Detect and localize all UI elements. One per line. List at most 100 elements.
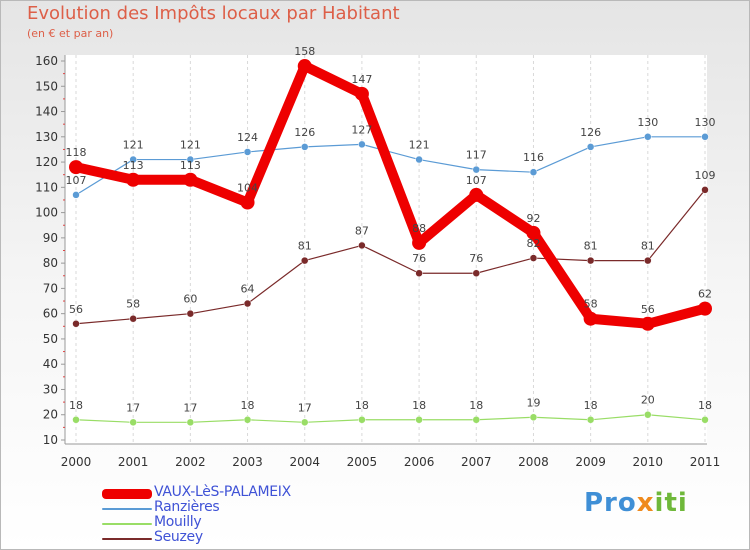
data-label: 18: [698, 399, 712, 412]
data-point: [129, 314, 137, 323]
chart-subtitle: (en € et par an): [27, 27, 114, 40]
data-point: [526, 225, 541, 240]
data-point: [529, 254, 538, 262]
data-point: [126, 172, 141, 187]
data-label: 56: [641, 303, 655, 316]
x-tick-label: 2002: [175, 455, 206, 469]
data-point: [529, 413, 538, 422]
data-point: [129, 155, 137, 164]
data-label: 127: [351, 123, 372, 136]
y-tick-label: 100: [35, 206, 58, 220]
x-tick-label: 2001: [118, 455, 149, 469]
y-tick-label: 70: [43, 281, 58, 295]
data-label: 18: [469, 399, 483, 412]
proxiti-logo: Proxiti: [584, 488, 688, 518]
data-point: [183, 172, 198, 187]
data-label: 121: [123, 139, 144, 152]
data-point: [644, 256, 652, 265]
data-label: 81: [298, 240, 312, 253]
data-label: 107: [66, 174, 87, 187]
data-label: 19: [526, 396, 540, 409]
y-tick-label: 60: [43, 307, 58, 321]
x-tick-label: 2007: [461, 455, 492, 469]
data-point: [297, 59, 312, 74]
data-point: [583, 311, 598, 326]
y-tick-label: 20: [43, 408, 58, 422]
data-label: 60: [183, 293, 197, 306]
data-label: 126: [294, 126, 315, 139]
data-label: 109: [695, 169, 716, 182]
legend-label: Seuzey: [154, 529, 203, 545]
x-tick-label: 2004: [289, 455, 320, 469]
y-tick-label: 110: [35, 180, 58, 194]
data-point: [586, 256, 595, 265]
data-point: [472, 416, 481, 424]
data-point: [300, 256, 309, 265]
data-point: [186, 155, 195, 164]
y-tick-label: 40: [43, 357, 58, 371]
plot-area: [65, 55, 707, 444]
data-point: [529, 168, 538, 176]
data-point: [415, 269, 423, 277]
data-label: 116: [523, 151, 544, 164]
data-label: 58: [126, 298, 140, 311]
y-tick-label: 160: [35, 54, 58, 68]
data-point: [644, 133, 652, 141]
data-point: [586, 416, 595, 424]
y-tick-label: 90: [43, 231, 58, 245]
data-point: [415, 416, 423, 424]
data-point: [354, 86, 369, 101]
data-point: [186, 418, 195, 427]
data-label: 107: [466, 174, 487, 187]
data-point: [640, 316, 655, 331]
data-point: [586, 143, 595, 151]
data-point: [72, 320, 80, 328]
legend-swatch: [102, 507, 152, 510]
data-label: 20: [641, 394, 655, 407]
data-label: 82: [526, 237, 540, 250]
data-point: [701, 133, 709, 141]
series-line-3: [75, 189, 706, 325]
y-tick-label: 150: [35, 79, 58, 93]
data-label: 18: [69, 399, 83, 412]
data-point: [243, 299, 252, 308]
data-point: [300, 418, 309, 427]
y-tick-label: 130: [35, 130, 58, 144]
data-point: [72, 191, 80, 199]
x-tick-label: 2010: [633, 455, 664, 469]
data-point: [472, 165, 481, 174]
data-label: 158: [294, 45, 315, 58]
data-label: 147: [351, 73, 372, 86]
data-label: 81: [584, 240, 598, 253]
data-point: [186, 309, 195, 318]
y-tick-label: 120: [35, 155, 58, 169]
data-label: 104: [237, 181, 258, 194]
data-point: [698, 301, 712, 316]
data-label: 17: [298, 401, 312, 414]
data-label: 118: [66, 146, 87, 159]
x-tick-label: 2009: [575, 455, 606, 469]
data-point: [129, 418, 137, 427]
data-label: 18: [584, 399, 598, 412]
data-point: [358, 140, 366, 149]
data-label: 81: [641, 240, 655, 253]
legend-label: Ranzières: [154, 499, 220, 515]
data-label: 121: [180, 139, 201, 152]
data-label: 87: [355, 224, 369, 237]
data-point: [358, 241, 366, 250]
data-label: 17: [126, 401, 140, 414]
data-point: [240, 195, 255, 210]
data-label: 130: [637, 116, 658, 129]
data-label: 76: [469, 252, 483, 265]
data-point: [701, 186, 709, 194]
data-point: [469, 187, 484, 202]
data-point: [701, 416, 709, 424]
data-label: 113: [123, 159, 144, 172]
data-point: [243, 148, 252, 156]
data-point: [472, 269, 481, 277]
x-tick-label: 2006: [404, 455, 435, 469]
data-label: 88: [412, 222, 426, 235]
x-tick-label: 2003: [232, 455, 263, 469]
legend-swatch: [102, 537, 152, 540]
